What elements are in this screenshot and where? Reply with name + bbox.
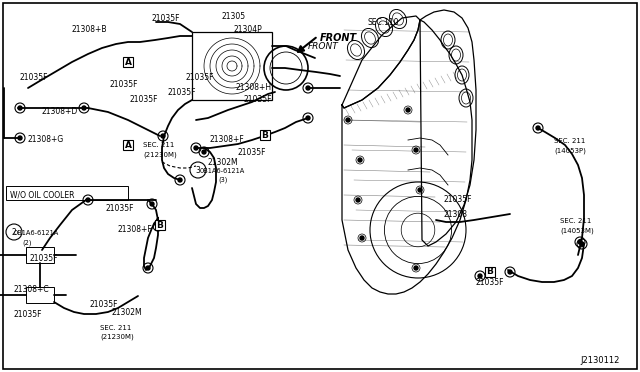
Text: (21230M): (21230M) bbox=[100, 334, 134, 340]
Text: SEC. 211: SEC. 211 bbox=[554, 138, 586, 144]
Circle shape bbox=[161, 134, 165, 138]
Text: (14053M): (14053M) bbox=[560, 227, 594, 234]
Circle shape bbox=[82, 106, 86, 110]
Text: 21035F: 21035F bbox=[476, 278, 504, 287]
Text: 0B1A6-6121A: 0B1A6-6121A bbox=[200, 168, 245, 174]
Text: B: B bbox=[262, 131, 268, 140]
Bar bbox=[192, 32, 272, 100]
Text: FRONT: FRONT bbox=[308, 42, 339, 51]
Text: A: A bbox=[125, 58, 131, 67]
Polygon shape bbox=[342, 16, 420, 108]
Text: 21308+F: 21308+F bbox=[118, 225, 153, 234]
Text: 21308+D: 21308+D bbox=[42, 107, 78, 116]
Text: 21308+H: 21308+H bbox=[236, 83, 272, 92]
Bar bbox=[260, 130, 270, 140]
Circle shape bbox=[18, 136, 22, 140]
Circle shape bbox=[194, 146, 198, 150]
Text: SEC. 211: SEC. 211 bbox=[143, 142, 174, 148]
Text: 21035F: 21035F bbox=[105, 204, 134, 213]
Circle shape bbox=[346, 118, 350, 122]
Text: 21035F: 21035F bbox=[168, 88, 196, 97]
Text: 21035F: 21035F bbox=[90, 300, 118, 309]
Text: 21308+C: 21308+C bbox=[14, 285, 50, 294]
Circle shape bbox=[360, 236, 364, 240]
Bar bbox=[6, 186, 128, 200]
Text: 21035F: 21035F bbox=[444, 195, 472, 204]
Text: 21035F: 21035F bbox=[244, 95, 273, 104]
Circle shape bbox=[508, 270, 512, 274]
Polygon shape bbox=[342, 20, 472, 294]
Circle shape bbox=[156, 224, 160, 228]
Circle shape bbox=[202, 150, 206, 154]
Text: 21035F: 21035F bbox=[152, 14, 180, 23]
Text: 21302M: 21302M bbox=[208, 158, 239, 167]
Text: 21308+G: 21308+G bbox=[28, 135, 64, 144]
Circle shape bbox=[578, 240, 582, 244]
Text: (21230M): (21230M) bbox=[143, 151, 177, 157]
Text: 2: 2 bbox=[12, 228, 17, 237]
Circle shape bbox=[18, 106, 22, 110]
Circle shape bbox=[478, 274, 482, 278]
Text: (3): (3) bbox=[218, 176, 227, 183]
Bar bbox=[26, 247, 54, 263]
Circle shape bbox=[418, 188, 422, 192]
Text: (2): (2) bbox=[22, 239, 31, 246]
Text: FRONT: FRONT bbox=[320, 33, 357, 43]
Circle shape bbox=[178, 178, 182, 182]
Circle shape bbox=[358, 158, 362, 162]
Text: 3: 3 bbox=[196, 166, 200, 174]
Text: 21302M: 21302M bbox=[112, 308, 143, 317]
Circle shape bbox=[150, 202, 154, 206]
Circle shape bbox=[306, 116, 310, 120]
Text: 21035F: 21035F bbox=[30, 254, 58, 263]
Bar bbox=[123, 57, 133, 67]
Text: SEC. 211: SEC. 211 bbox=[100, 325, 131, 331]
Text: B: B bbox=[486, 267, 493, 276]
Text: 21035F: 21035F bbox=[110, 80, 138, 89]
Circle shape bbox=[86, 198, 90, 202]
Text: 21308+F: 21308+F bbox=[210, 135, 244, 144]
Bar bbox=[155, 220, 165, 230]
Bar bbox=[26, 287, 54, 303]
Circle shape bbox=[414, 148, 418, 152]
Text: 21035F: 21035F bbox=[20, 73, 49, 82]
Text: SEC.110: SEC.110 bbox=[368, 18, 399, 27]
Bar bbox=[485, 267, 495, 277]
Text: 21304P: 21304P bbox=[234, 25, 263, 34]
Circle shape bbox=[414, 266, 418, 270]
Text: W/O OIL COOLER: W/O OIL COOLER bbox=[10, 190, 74, 199]
Circle shape bbox=[406, 108, 410, 112]
Text: B: B bbox=[157, 221, 163, 230]
Text: 21308: 21308 bbox=[444, 210, 468, 219]
Polygon shape bbox=[420, 10, 476, 246]
Text: (14053P): (14053P) bbox=[554, 147, 586, 154]
Circle shape bbox=[536, 126, 540, 130]
Circle shape bbox=[580, 242, 584, 246]
Circle shape bbox=[146, 266, 150, 270]
Text: J2130112: J2130112 bbox=[580, 356, 620, 365]
Bar bbox=[123, 140, 133, 150]
Text: 0B1A6-6121A: 0B1A6-6121A bbox=[14, 230, 60, 236]
Text: SEC. 211: SEC. 211 bbox=[560, 218, 591, 224]
Text: 21035F: 21035F bbox=[238, 148, 266, 157]
Text: 21305: 21305 bbox=[222, 12, 246, 21]
Circle shape bbox=[306, 86, 310, 90]
Text: 21308+B: 21308+B bbox=[72, 25, 108, 34]
Text: 21035F: 21035F bbox=[186, 73, 214, 82]
Text: 21035F: 21035F bbox=[130, 95, 159, 104]
Text: A: A bbox=[125, 141, 131, 150]
Text: 21035F: 21035F bbox=[14, 310, 42, 319]
Circle shape bbox=[356, 198, 360, 202]
